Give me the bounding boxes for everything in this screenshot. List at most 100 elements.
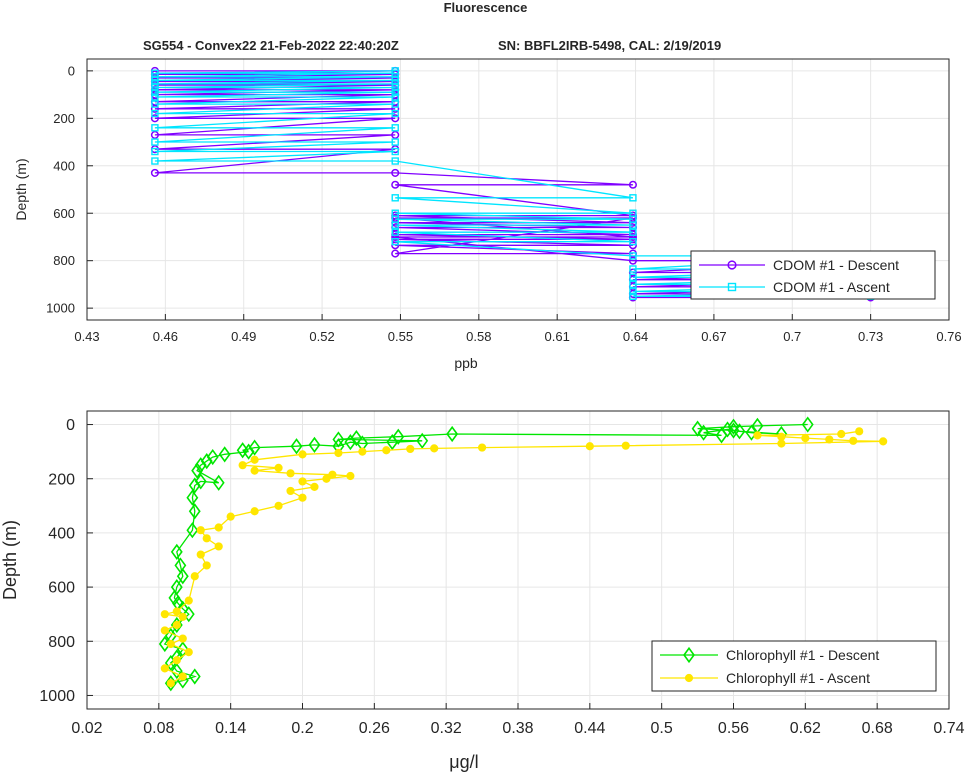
x-tick-label: 0.02	[71, 720, 102, 737]
data-point	[214, 542, 223, 551]
data-point	[151, 138, 159, 146]
y-tick-label: 600	[53, 206, 75, 221]
x-axis-label: μg/l	[449, 752, 478, 772]
data-point	[274, 463, 283, 472]
data-point	[206, 448, 219, 466]
figure-subtitle-left: SG554 - Convex22 21-Feb-2022 22:40:20Z	[143, 38, 399, 53]
data-point	[151, 109, 159, 118]
data-point	[172, 656, 181, 665]
data-point	[629, 265, 637, 273]
data-point	[391, 232, 400, 242]
data-point	[286, 469, 295, 478]
data-point	[248, 439, 261, 456]
x-tick-label: 0.58	[466, 329, 491, 344]
data-point	[160, 610, 169, 619]
legend: CDOM #1 - Descent CDOM #1 - Ascent	[690, 250, 936, 300]
data-point	[629, 252, 637, 260]
data-point	[727, 418, 740, 435]
y-tick-label: 1000	[39, 688, 75, 705]
x-tick-label: 0.49	[231, 329, 256, 344]
data-point	[191, 462, 204, 479]
data-point	[697, 424, 710, 441]
data-point	[777, 432, 786, 441]
data-point	[358, 447, 367, 456]
data-point	[242, 443, 255, 460]
y-tick-label: 800	[48, 634, 75, 651]
series-group	[158, 416, 888, 692]
data-point	[391, 109, 399, 118]
data-point	[200, 453, 213, 470]
chlorophyll-chart: 0.02 0.08 0.14 0.2 0.26 0.32 0.38 0.44 0.5 0.56 0.…	[0, 410, 965, 772]
y-axis-label: Depth (m)	[0, 520, 20, 600]
data-point	[628, 180, 637, 189]
axes-frame	[86, 410, 950, 710]
x-tick-label: 0.52	[309, 329, 334, 344]
data-point	[629, 292, 637, 300]
x-axis-label: ppb	[454, 355, 478, 371]
data-point	[151, 93, 159, 101]
legend-swatch-marker	[727, 260, 737, 270]
data-point	[629, 194, 637, 202]
data-point	[150, 168, 159, 177]
data-point	[298, 450, 307, 459]
data-point	[801, 416, 814, 433]
data-point	[386, 434, 399, 451]
data-point	[416, 432, 429, 449]
data-point	[753, 431, 762, 440]
y-tick-label: 200	[53, 111, 75, 126]
y-tick-label: 400	[48, 526, 75, 543]
x-tick-label: 0.56	[718, 720, 749, 737]
x-tick-label: 0.08	[143, 720, 174, 737]
y-axis-label: Depth (m)	[13, 158, 29, 220]
data-point	[691, 420, 704, 437]
data-point	[446, 425, 459, 443]
data-point	[178, 672, 187, 681]
data-point	[391, 138, 399, 146]
data-point	[332, 431, 345, 448]
data-point	[212, 474, 225, 491]
axes-frame	[86, 58, 950, 321]
x-tick-label: 0.55	[388, 329, 413, 344]
data-point	[172, 620, 181, 630]
data-point	[391, 168, 400, 177]
data-point	[178, 634, 187, 643]
data-point	[721, 421, 734, 438]
data-point	[202, 561, 211, 570]
data-point	[346, 471, 355, 481]
data-point	[151, 88, 159, 96]
data-point	[286, 486, 295, 496]
x-tick-label: 0.73	[858, 329, 883, 344]
legend-label: CDOM #1 - Ascent	[773, 279, 890, 295]
data-point	[184, 596, 193, 605]
x-tick-label: 0.44	[574, 720, 605, 737]
data-point	[430, 444, 439, 453]
data-point	[238, 461, 247, 470]
data-point	[733, 423, 746, 440]
data-point	[151, 147, 159, 156]
legend: Chlorophyll #1 - Descent Chlorophyll #1 -…	[651, 640, 937, 692]
data-point	[391, 194, 399, 202]
data-point	[182, 606, 195, 623]
data-point	[629, 237, 637, 246]
legend-label: Chlorophyll #1 - Descent	[726, 647, 879, 663]
data-point	[391, 130, 400, 139]
x-tick-label: 0.68	[862, 720, 893, 737]
data-point	[250, 455, 259, 464]
data-point	[172, 607, 181, 616]
data-point	[166, 639, 175, 649]
data-point	[391, 157, 399, 165]
x-tick-label: 0.7	[783, 329, 801, 344]
figure-subtitle-right: SN: BBFL2IRB-5498, CAL: 2/19/2019	[498, 38, 722, 53]
data-point	[629, 273, 637, 281]
data-point	[322, 474, 331, 483]
legend-label: Chlorophyll #1 - Ascent	[726, 670, 870, 686]
data-point	[298, 477, 307, 486]
data-point	[391, 249, 400, 258]
data-point	[184, 648, 193, 657]
data-point	[202, 534, 211, 543]
data-point	[188, 503, 201, 520]
data-point	[186, 522, 199, 539]
x-tick-label: 0.5	[651, 720, 673, 737]
data-point	[160, 664, 169, 673]
data-point	[226, 512, 235, 521]
